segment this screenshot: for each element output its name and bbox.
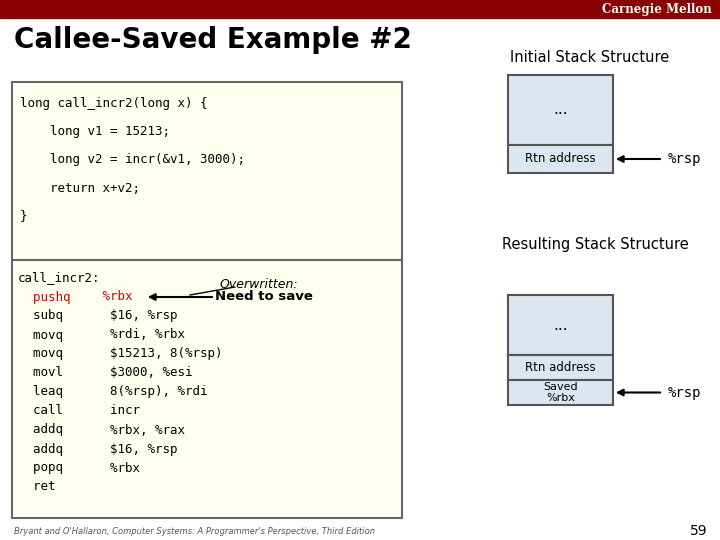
Text: %rbx: %rbx: [80, 462, 140, 475]
Text: }: }: [20, 210, 27, 222]
Text: %rsp: %rsp: [668, 386, 701, 400]
Bar: [508, 380, 613, 405]
Text: call: call: [18, 404, 63, 417]
Text: subq: subq: [18, 309, 63, 322]
Text: return x+v2;: return x+v2;: [20, 181, 140, 194]
Text: addq: addq: [18, 442, 63, 456]
Text: Bryant and O'Hallaron, Computer Systems: A Programmer's Perspective, Third Editi: Bryant and O'Hallaron, Computer Systems:…: [14, 526, 375, 536]
Text: Carnegie Mellon: Carnegie Mellon: [602, 3, 712, 16]
Bar: [508, 355, 613, 380]
Text: leaq: leaq: [18, 386, 63, 399]
Text: %rsp: %rsp: [668, 152, 701, 166]
Text: pushq: pushq: [18, 291, 71, 303]
Text: Initial Stack Structure: Initial Stack Structure: [510, 51, 670, 65]
Text: Need to save: Need to save: [215, 291, 313, 303]
Text: movq: movq: [18, 348, 63, 361]
Bar: [12, 82, 402, 260]
Text: $16, %rsp: $16, %rsp: [80, 309, 178, 322]
Text: 59: 59: [690, 524, 708, 538]
Text: addq: addq: [18, 423, 63, 436]
Text: %rbx, %rax: %rbx, %rax: [80, 423, 185, 436]
Text: %rdi, %rbx: %rdi, %rbx: [80, 328, 185, 341]
Text: Rtn address: Rtn address: [525, 361, 596, 374]
Text: %rbx: %rbx: [80, 291, 132, 303]
Text: Resulting Stack Structure: Resulting Stack Structure: [502, 238, 688, 253]
Text: long v2 = incr(&v1, 3000);: long v2 = incr(&v1, 3000);: [20, 153, 245, 166]
Text: ...: ...: [553, 318, 568, 333]
Text: incr: incr: [80, 404, 140, 417]
Text: $15213, 8(%rsp): $15213, 8(%rsp): [80, 348, 222, 361]
Bar: [508, 145, 613, 173]
Text: 8(%rsp), %rdi: 8(%rsp), %rdi: [80, 386, 207, 399]
Text: movl: movl: [18, 367, 63, 380]
Text: long call_incr2(long x) {: long call_incr2(long x) {: [20, 98, 207, 111]
Text: Callee-Saved Example #2: Callee-Saved Example #2: [14, 26, 412, 54]
Text: call_incr2:: call_incr2:: [18, 272, 101, 285]
Text: $3000, %esi: $3000, %esi: [80, 367, 192, 380]
Text: ret: ret: [18, 481, 55, 494]
Bar: [0, 0, 720, 18]
Bar: [508, 75, 613, 145]
Bar: [12, 260, 402, 518]
Text: long v1 = 15213;: long v1 = 15213;: [20, 125, 170, 138]
Text: Overwritten:: Overwritten:: [220, 278, 299, 291]
Bar: [508, 295, 613, 355]
Text: movq: movq: [18, 328, 63, 341]
Text: ...: ...: [553, 103, 568, 118]
Text: Rtn address: Rtn address: [525, 152, 596, 165]
Text: $16, %rsp: $16, %rsp: [80, 442, 178, 456]
Text: popq: popq: [18, 462, 63, 475]
Text: Saved
%rbx: Saved %rbx: [543, 382, 578, 403]
